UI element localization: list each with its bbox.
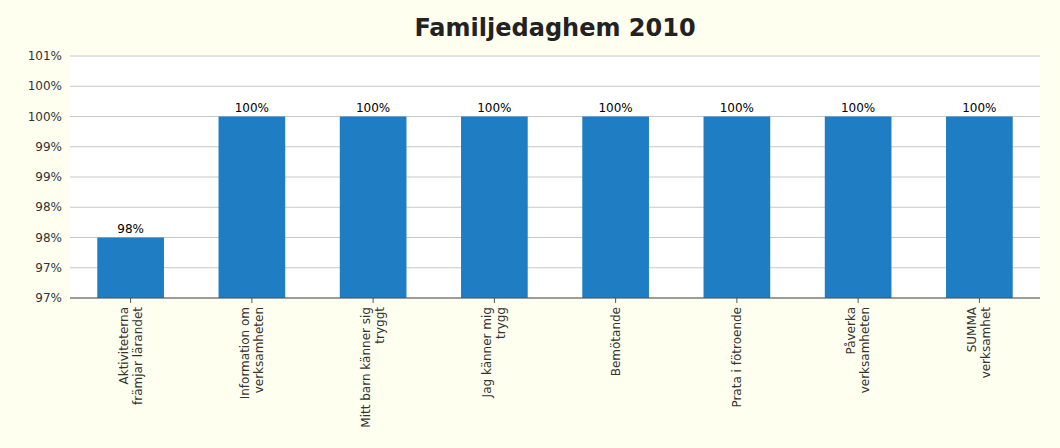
grid-line (70, 116, 1040, 117)
x-tick-label-line: Aktiviteterna (117, 307, 131, 385)
plot-background (70, 56, 1040, 298)
bars (97, 117, 1012, 299)
x-tick-label-line: verksamhet (979, 307, 993, 379)
x-tick-label: Jag känner migtrygg (480, 307, 508, 398)
x-tick-label-line: verksamheten (858, 307, 872, 393)
data-label: 100% (477, 101, 511, 115)
x-tick-label: Bemötande (609, 307, 623, 376)
grid-line (70, 177, 1040, 178)
y-tick-label: 98% (35, 231, 62, 245)
bar (340, 117, 407, 299)
data-labels: 98% 100% 100% 100% 100% 100% 100% 100% (117, 101, 996, 236)
y-tick-label: 98% (35, 200, 62, 214)
data-label: 100% (235, 101, 269, 115)
data-label: 100% (598, 101, 632, 115)
x-tick (251, 298, 252, 303)
bar (825, 117, 892, 299)
x-tick-label-line: verksamheten (252, 307, 266, 393)
x-tick (858, 298, 859, 303)
grid-line (70, 267, 1040, 268)
y-tick-label: 99% (35, 140, 62, 154)
x-tick-label: Information omverksamheten (238, 307, 266, 399)
grid-line (70, 56, 1040, 57)
y-tick-label: 100% (28, 79, 62, 93)
grid-line (70, 237, 1040, 238)
data-label: 100% (962, 101, 996, 115)
x-tick-label: Prata i fötroende (730, 307, 744, 408)
data-label: 98% (117, 222, 144, 236)
x-tick-label: Mitt barn känner sigtryggt (359, 307, 387, 428)
x-tick-label-line: tryggt (373, 307, 387, 344)
data-label: 100% (356, 101, 390, 115)
x-tick-label: SUMMAverksamhet (965, 306, 993, 378)
x-tick (494, 298, 495, 303)
grid-line (70, 207, 1040, 208)
x-tick (373, 298, 374, 303)
x-tick (130, 298, 131, 303)
grid-line (70, 86, 1040, 87)
x-tick (979, 298, 980, 303)
x-tick-label-line: trygg (494, 307, 508, 339)
x-tick-label-line: främjar lärandet (131, 307, 145, 405)
bar (461, 117, 528, 299)
chart-svg: Familjedaghem 2010 97% 97% 98% 98% 99% 99% 100%… (0, 0, 1060, 448)
y-tick-label: 99% (35, 170, 62, 184)
bar (704, 117, 771, 299)
x-tick-label: Aktiviteternafrämjar lärandet (117, 307, 145, 405)
data-label: 100% (841, 101, 875, 115)
bar (946, 117, 1013, 299)
x-tick-label-line: Information om (238, 307, 252, 399)
data-label: 100% (720, 101, 754, 115)
x-tick-label-line: SUMMA (965, 306, 979, 352)
title: Familjedaghem 2010 (414, 14, 695, 42)
x-tick-label-line: Jag känner mig (480, 307, 494, 398)
x-axis-line (70, 298, 1040, 299)
y-tick-label: 97% (35, 261, 62, 275)
x-axis: Aktiviteternafrämjar lärandet Information… (70, 298, 1040, 428)
x-tick-label-line: Bemötande (609, 307, 623, 376)
bar (219, 117, 286, 299)
x-tick-label-line: Prata i fötroende (730, 307, 744, 408)
y-tick-label: 100% (28, 110, 62, 124)
grid-line (70, 146, 1040, 147)
x-tick-label: Påverkaverksamheten (844, 307, 872, 393)
x-tick-label-line: Påverka (844, 307, 858, 355)
y-tick-label: 97% (35, 291, 62, 305)
x-tick-label-line: Mitt barn känner sig (359, 307, 373, 428)
grid-line (70, 298, 1040, 299)
x-tick (736, 298, 737, 303)
x-tick (615, 298, 616, 303)
y-tick-label: 101% (28, 49, 62, 63)
bar (582, 117, 649, 299)
chart-container: Familjedaghem 2010 97% 97% 98% 98% 99% 99% 100%… (0, 0, 1060, 448)
bar (97, 238, 164, 299)
